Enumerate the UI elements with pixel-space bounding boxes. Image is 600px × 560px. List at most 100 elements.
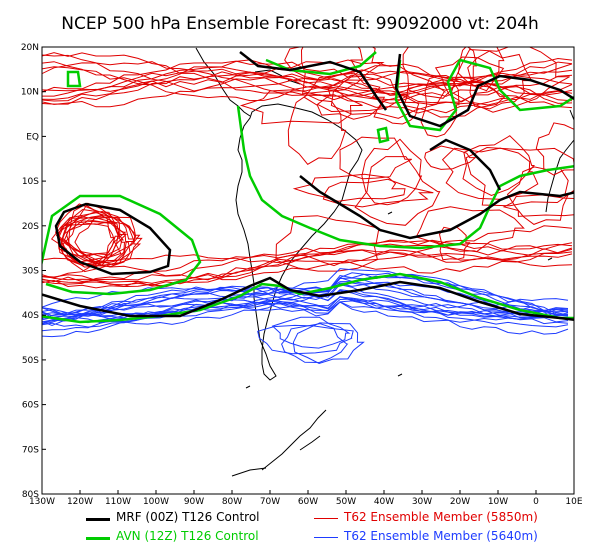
ensemble-5850m-contour [42, 74, 573, 114]
coastline [231, 467, 267, 477]
legend-label-mrf: MRF (00Z) T126 Control [116, 510, 260, 524]
lon-tick-label: 90W [184, 497, 204, 507]
ensemble-5850m-contour [55, 203, 127, 257]
ensemble-5850m-contour [58, 208, 120, 264]
legend-line-avn [86, 537, 110, 540]
lon-tick-label: 20W [450, 497, 470, 507]
ensemble-5640m-contour [271, 316, 351, 349]
avn-control-contour [265, 51, 377, 76]
lon-tick-label: 10W [488, 497, 508, 507]
ensemble-5850m-contour [300, 47, 385, 95]
coastline [261, 409, 327, 471]
lat-tick-label: 50S [22, 356, 39, 366]
ensemble-5850m-contour [42, 243, 573, 288]
lat-tick-label: EQ [26, 132, 39, 142]
ensemble-5640m-contour [42, 296, 569, 332]
avn-control-layer [42, 51, 574, 324]
lon-tick-label: 40W [374, 497, 394, 507]
avn-control-contour [376, 126, 390, 144]
ensemble-5850m-contour [68, 204, 119, 257]
map-background [42, 47, 574, 494]
ensemble-5850m-contour [506, 166, 570, 225]
coastline-layer [195, 47, 574, 477]
ensemble-5850m-contour [42, 68, 573, 101]
lat-tick-label: 70S [22, 445, 39, 455]
mrf-control-contour [42, 276, 574, 322]
coastline [195, 47, 251, 117]
ensemble-5850m-contour [42, 71, 573, 106]
legend-line-ens5850 [314, 518, 338, 519]
lat-tick-label: 40S [22, 311, 39, 321]
ensemble-5850m-contour [462, 135, 535, 197]
ensemble-5640m-contour [42, 292, 569, 325]
longitude-labels: 130W 120W 110W 100W 90W 80W 70W 60W 50W 40W 30W 20W… [29, 497, 583, 507]
lon-tick-label: 130W [29, 497, 55, 507]
lon-tick-label: 70W [260, 497, 280, 507]
ensemble-5640m-contour [42, 275, 569, 325]
lon-tick-label: 120W [67, 497, 93, 507]
ensemble-5850m-contour [55, 214, 141, 259]
ensemble-5850m-contour [467, 50, 533, 110]
axis-ticks [41, 46, 575, 495]
mrf-control-contour [299, 175, 574, 240]
mrf-control-layer [42, 51, 574, 322]
ensemble-5850m-contour [42, 66, 573, 102]
ensemble-5850m-contour [457, 47, 505, 92]
mrf-control-contour [429, 138, 502, 191]
legend-line-mrf [86, 518, 110, 521]
coastline [245, 211, 403, 389]
ensemble-5850m-contour [60, 220, 126, 266]
ensemble-5850m-contour [424, 145, 477, 170]
ensemble-5640m-contour [42, 282, 569, 315]
lon-tick-label: 10E [565, 497, 582, 507]
avn-control-contour [42, 194, 202, 296]
ensemble-5850m-contour [415, 206, 525, 253]
lat-tick-label: 10S [22, 177, 39, 187]
legend-label-ens5640: T62 Ensemble Member (5640m) [344, 529, 538, 543]
ensemble-5850m-contour [361, 138, 423, 206]
map-title: NCEP 500 hPa Ensemble Forecast ft: 99092… [61, 14, 539, 34]
mrf-control-contour [54, 202, 172, 276]
latitude-labels: 20N 10N EQ 10S 20S 30S 40S 50S 60S 70S 80S [21, 43, 39, 500]
lat-tick-label: 10N [21, 88, 39, 98]
ensemble-5850m-contour [438, 226, 471, 261]
avn-control-contour [66, 70, 82, 88]
ensemble-5640m-contour [292, 322, 365, 365]
ensemble-5850m-contour [42, 225, 573, 279]
ensemble-5850m-contour [42, 240, 573, 284]
ensemble-5850m-contour [402, 47, 478, 99]
lon-tick-label: 30W [412, 497, 432, 507]
lat-tick-label: 30S [22, 267, 39, 277]
ensemble-5850m-contour [322, 178, 434, 208]
legend-label-avn: AVN (12Z) T126 Control [116, 529, 259, 543]
ensemble-5850m-contour [287, 94, 347, 165]
legend-line-ens5640 [314, 537, 338, 538]
lon-tick-label: 0 [533, 497, 539, 507]
avn-control-contour [236, 105, 574, 250]
ensemble-5640m-contour [257, 324, 354, 355]
lat-tick-label: 80S [22, 490, 39, 500]
ensemble-5850m-contour [420, 75, 460, 138]
lat-tick-label: 20S [22, 222, 39, 232]
coastline [299, 435, 321, 451]
lon-tick-label: 80W [222, 497, 242, 507]
ensemble-5850m-contour [465, 146, 574, 207]
ensemble-5640m-contour [42, 284, 569, 323]
ensemble-5850m-contour [502, 194, 574, 217]
ensemble-5850m-contour [434, 56, 505, 103]
ensemble-5850m-contour [42, 61, 573, 97]
ensemble-5850m-contour [292, 173, 406, 202]
lat-tick-label: 60S [22, 401, 39, 411]
ensemble-5640m-contour [42, 277, 569, 328]
ensemble-5850m-contour [42, 249, 573, 289]
legend-label-ens5850: T62 Ensemble Member (5850m) [344, 510, 538, 524]
lon-tick-label: 110W [105, 497, 131, 507]
mrf-control-contour [394, 53, 574, 128]
lon-tick-label: 50W [336, 497, 356, 507]
lon-tick-label: 60W [298, 497, 318, 507]
ensemble-5850m-contour [339, 136, 412, 180]
ensemble-5850m-contour [42, 239, 573, 286]
lat-tick-label: 20N [21, 43, 39, 53]
lon-tick-label: 100W [143, 497, 169, 507]
